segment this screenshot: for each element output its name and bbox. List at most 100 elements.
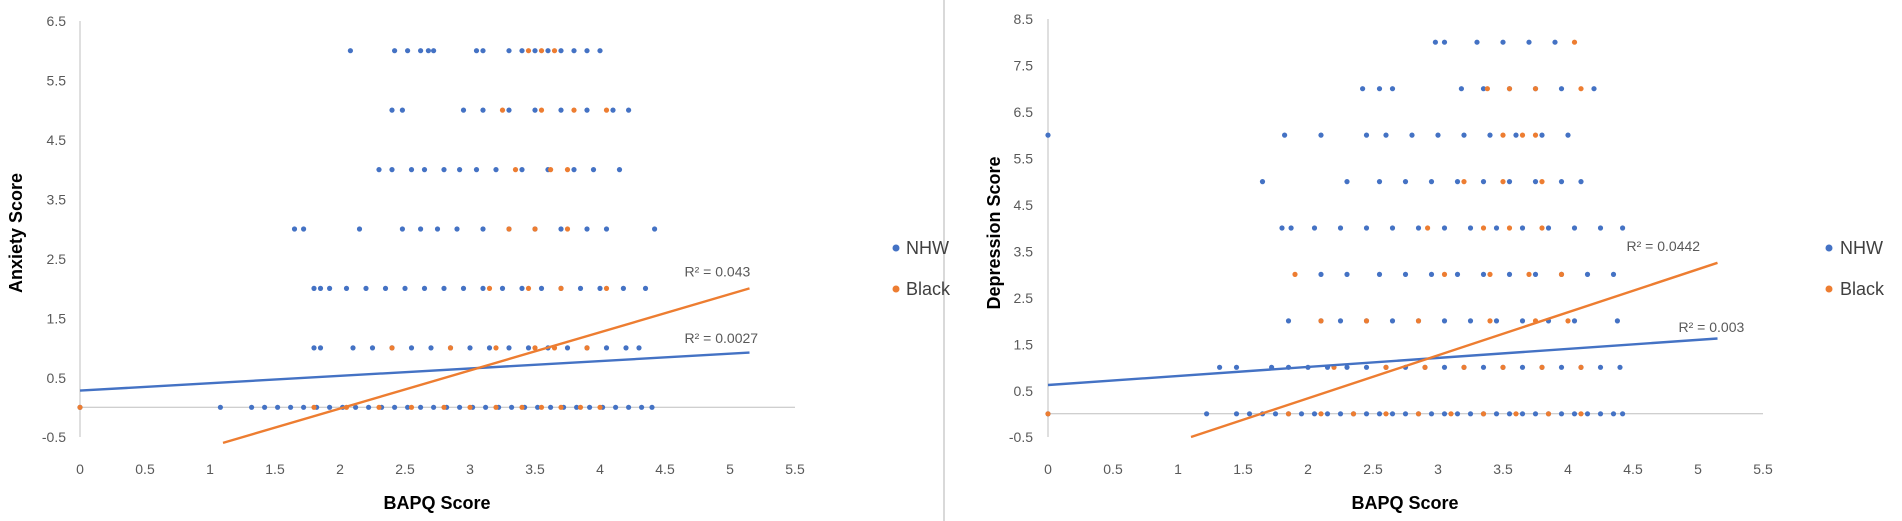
data-point-nhw xyxy=(499,285,506,291)
data-point-nhw xyxy=(1298,411,1305,417)
data-point-nhw xyxy=(1519,318,1526,324)
data-point-nhw xyxy=(584,226,590,232)
y-tick-label: 5.5 xyxy=(1014,151,1034,167)
y-tick-label: 5.5 xyxy=(47,73,67,89)
data-point-nhw xyxy=(571,48,577,54)
x-axis-title: BAPQ Score xyxy=(383,493,490,513)
legend-marker-nhw xyxy=(892,244,900,252)
data-point-black xyxy=(408,404,415,410)
data-point-nhw xyxy=(587,404,593,410)
data-point-nhw xyxy=(1311,411,1318,417)
data-point-nhw xyxy=(1532,271,1539,277)
data-point-black xyxy=(1484,86,1490,92)
data-point-nhw xyxy=(483,404,489,410)
data-point-nhw xyxy=(418,226,424,232)
data-point-nhw xyxy=(369,345,376,351)
data-point-black xyxy=(1487,271,1493,277)
legend-label-black: Black xyxy=(1840,279,1885,299)
data-point-black xyxy=(548,167,554,173)
data-point-black xyxy=(1539,179,1545,185)
data-point-nhw xyxy=(1571,318,1578,324)
data-point-nhw xyxy=(558,48,564,54)
x-tick-label: 0 xyxy=(76,461,84,477)
y-tick-label: 2.5 xyxy=(1014,290,1034,306)
data-point-nhw xyxy=(597,48,603,54)
data-point-nhw xyxy=(1480,364,1487,370)
data-point-nhw xyxy=(399,107,405,113)
data-point-nhw xyxy=(311,285,317,291)
data-point-nhw xyxy=(1571,411,1578,417)
anxiety-legend: NHW Black xyxy=(892,238,951,299)
data-point-nhw xyxy=(431,404,437,410)
data-point-nhw xyxy=(434,226,441,232)
data-point-nhw xyxy=(1233,411,1240,417)
data-point-nhw xyxy=(1610,271,1617,277)
data-point-black xyxy=(1422,364,1428,370)
y-tick-label: 6.5 xyxy=(47,13,67,29)
data-point-black xyxy=(1578,411,1584,417)
data-point-nhw xyxy=(1467,318,1474,324)
data-point-nhw xyxy=(421,285,428,291)
data-point-nhw xyxy=(1272,411,1279,417)
data-point-nhw xyxy=(486,345,493,351)
data-point-nhw xyxy=(1558,179,1565,185)
data-point-nhw xyxy=(1288,225,1294,231)
data-point-nhw xyxy=(603,345,610,351)
data-point-nhw xyxy=(532,107,538,113)
data-point-nhw xyxy=(1480,179,1487,185)
data-point-nhw xyxy=(480,107,486,113)
data-point-nhw xyxy=(428,345,434,351)
y-axis-title: Anxiety Score xyxy=(6,173,26,293)
data-point-nhw xyxy=(558,226,564,232)
data-point-black xyxy=(1539,364,1545,370)
x-tick-label: 3.5 xyxy=(1493,461,1513,477)
depression-x-ticks: 0 0.5 1 1.5 2 2.5 3 3.5 4 4.5 5 5.5 xyxy=(1044,461,1773,477)
data-point-black xyxy=(1539,225,1545,231)
data-point-nhw xyxy=(1532,179,1539,185)
data-point-black xyxy=(558,404,564,410)
data-point-nhw xyxy=(1558,364,1565,370)
x-tick-label: 3 xyxy=(466,461,474,477)
data-point-nhw xyxy=(363,285,369,291)
data-point-nhw xyxy=(1565,132,1571,138)
data-point-nhw xyxy=(1344,364,1350,370)
data-point-nhw xyxy=(1620,411,1626,417)
data-point-nhw xyxy=(620,285,627,291)
data-point-nhw xyxy=(519,167,525,173)
data-point-nhw xyxy=(1480,271,1487,277)
data-point-black xyxy=(1425,225,1431,231)
data-point-nhw xyxy=(548,404,554,410)
data-point-nhw xyxy=(460,285,467,291)
data-point-black xyxy=(1506,86,1513,92)
data-point-black xyxy=(564,167,571,173)
data-point-nhw xyxy=(1454,271,1461,277)
data-point-nhw xyxy=(480,48,486,54)
data-point-nhw xyxy=(311,345,317,351)
data-point-black xyxy=(447,345,454,351)
data-point-nhw xyxy=(1045,132,1051,138)
data-point-nhw xyxy=(1441,364,1448,370)
data-point-nhw xyxy=(574,404,580,410)
data-point-nhw xyxy=(1578,179,1584,185)
data-point-black xyxy=(525,285,532,291)
data-point-nhw xyxy=(1376,179,1383,185)
data-point-nhw xyxy=(626,107,632,113)
data-point-nhw xyxy=(1506,411,1513,417)
data-point-nhw xyxy=(1337,225,1344,231)
r-squared-label-black: R² = 0.0442 xyxy=(1627,238,1701,254)
x-tick-label: 1 xyxy=(1174,461,1182,477)
data-point-nhw xyxy=(480,285,486,291)
data-point-nhw xyxy=(1217,364,1223,370)
data-point-nhw xyxy=(418,48,424,54)
data-point-nhw xyxy=(493,167,499,173)
data-point-nhw xyxy=(1204,411,1210,417)
depression-chart: 8.5 7.5 6.5 5.5 4.5 3.5 2.5 1.5 0.5 -0.5… xyxy=(984,11,1885,513)
data-point-nhw xyxy=(425,48,431,54)
data-point-black xyxy=(564,226,571,232)
y-tick-label: 1.5 xyxy=(47,311,67,327)
data-point-nhw xyxy=(1402,179,1409,185)
data-point-nhw xyxy=(1441,39,1448,45)
data-point-nhw xyxy=(317,285,324,291)
data-point-nhw xyxy=(408,167,415,173)
data-point-nhw xyxy=(1324,411,1331,417)
